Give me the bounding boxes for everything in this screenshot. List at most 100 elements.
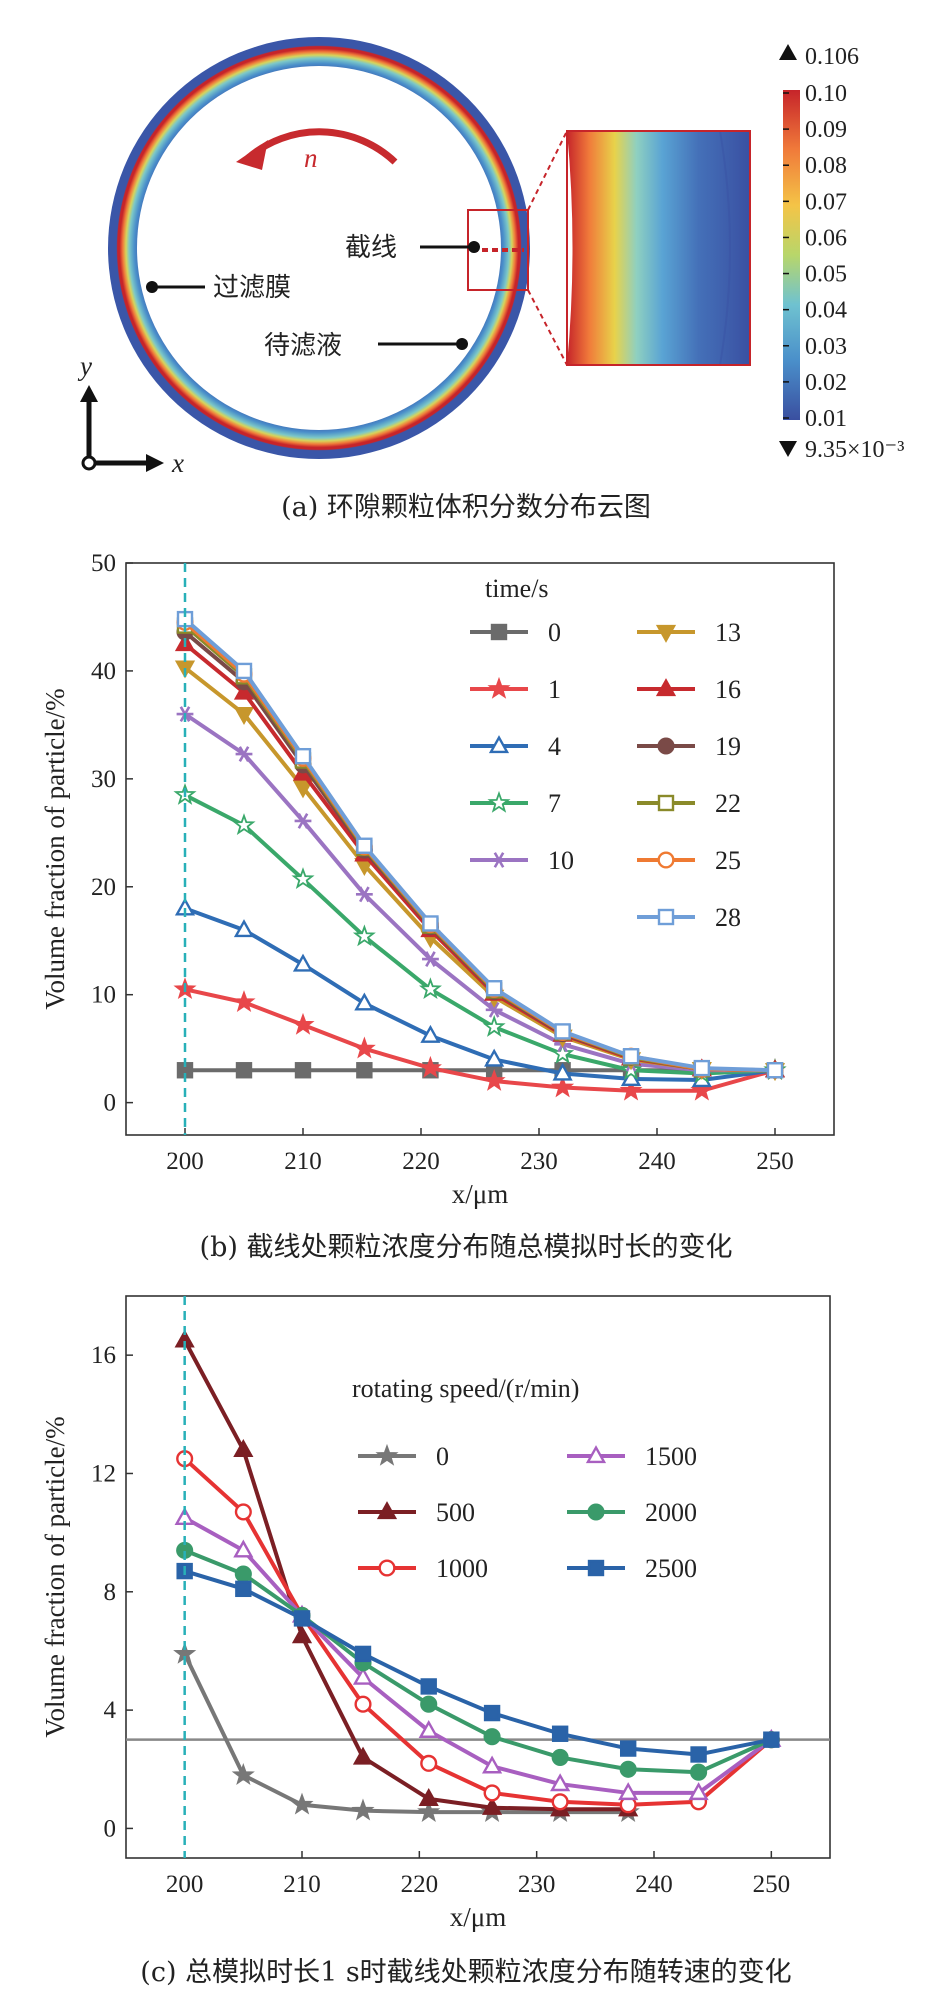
series-4 [174, 897, 786, 1088]
data-point [619, 1740, 637, 1757]
series-7 [173, 782, 787, 1084]
colorbar-max-arrow [779, 44, 797, 60]
data-point [418, 1787, 439, 1806]
data-point [292, 953, 314, 972]
data-point [619, 1078, 643, 1101]
data-point [482, 1014, 506, 1037]
data-point [420, 1695, 438, 1713]
zoom-inset [566, 130, 751, 366]
colorbar-tick-label: 0.07 [805, 189, 847, 215]
legend-label: 1500 [645, 1442, 697, 1471]
data-point [352, 1746, 374, 1765]
legend-label: 10 [548, 846, 574, 875]
data-point [293, 1610, 311, 1627]
data-point [233, 706, 255, 725]
data-point [291, 1012, 315, 1035]
data-point [483, 1704, 501, 1722]
data-point [551, 1075, 575, 1098]
data-point [291, 867, 315, 890]
legend-label: 4 [548, 732, 561, 761]
colorbar-min-arrow [779, 441, 797, 457]
legend-label: 22 [715, 789, 741, 818]
data-point [418, 1055, 442, 1078]
x-tick-label: 220 [401, 1871, 439, 1898]
data-point [378, 1559, 396, 1577]
colorbar-tick-label: 0.03 [805, 334, 847, 360]
data-point [485, 980, 503, 997]
data-point [297, 813, 309, 829]
series-line [184, 793, 776, 1076]
zoom-line-top [527, 130, 568, 211]
colorbar-tick-label: 0.10 [805, 81, 847, 107]
colorbar-tick-label: 0.05 [805, 262, 847, 288]
colorbar-tick-label: 0.08 [805, 153, 847, 179]
data-point [688, 1782, 709, 1801]
colorbar-tick-label: 0.06 [805, 225, 847, 251]
series-line [183, 624, 776, 1073]
data-point [231, 1762, 255, 1785]
series-1500 [174, 1506, 782, 1801]
x-tick-label: 230 [518, 1871, 556, 1898]
data-point [417, 1800, 441, 1822]
series-line [183, 1516, 773, 1795]
axis-y-label: y [77, 351, 92, 381]
zoom-box [467, 209, 529, 291]
x-tick-label: 230 [520, 1148, 558, 1175]
data-point [232, 990, 256, 1013]
colorbar-tick-label: 0.09 [805, 117, 847, 143]
data-point [483, 1784, 501, 1802]
data-point [234, 1503, 252, 1521]
data-point [418, 977, 442, 1000]
legend-label: 500 [436, 1498, 475, 1527]
data-point [420, 1024, 441, 1043]
data-point [356, 1062, 373, 1079]
legend-label: 1000 [436, 1554, 488, 1583]
x-tick-label: 210 [283, 1871, 321, 1898]
data-point [488, 735, 510, 754]
series-line [184, 987, 776, 1093]
y-tick-label: 12 [91, 1460, 116, 1487]
data-point [232, 813, 256, 836]
data-point [493, 852, 505, 868]
data-point [585, 1445, 607, 1464]
y-tick-label: 20 [91, 874, 116, 901]
data-point [763, 1731, 780, 1748]
legend-label: 0 [548, 618, 561, 647]
rotation-arrowhead [236, 140, 268, 170]
legend: rotating speed/(r/min) 0 500 1000 1500 2000 25… [352, 1374, 697, 1583]
legend-label: 28 [715, 903, 741, 932]
data-point [418, 1719, 439, 1738]
data-point [233, 919, 255, 938]
panel-a-contour: n 截线 过滤膜 待滤液 y x [77, 37, 904, 523]
colorbar-min-label: 9.35×10⁻³ [805, 437, 904, 463]
legend-label: 19 [715, 732, 741, 761]
data-point [554, 1023, 571, 1040]
jiexian-label: 截线 [345, 233, 397, 263]
data-point [290, 1792, 314, 1815]
legend-label: 25 [715, 846, 741, 875]
zoom-line-bottom [527, 289, 568, 366]
inner-white-region [137, 66, 501, 430]
caption: (b) 截线处颗粒浓度分布随总模拟时长的变化 [200, 1232, 733, 1263]
data-point [481, 1755, 503, 1774]
data-point [655, 678, 677, 697]
x-tick-label: 240 [635, 1871, 673, 1898]
data-point [238, 746, 250, 762]
data-point [657, 737, 675, 755]
data-point [376, 1501, 398, 1520]
legend-label: 2000 [645, 1498, 697, 1527]
chart-b: 200 210 220 230 240 25001020304050x/μmVolume … [40, 550, 835, 1263]
data-point [351, 1798, 375, 1821]
data-point [484, 1048, 505, 1067]
caption: (c) 总模拟时长1 s时截线处颗粒浓度分布随转速的变化 [140, 1957, 791, 1988]
liquid-label: 待滤液 [264, 331, 342, 361]
legend-title: rotating speed/(r/min) [352, 1374, 579, 1403]
data-point [233, 681, 255, 700]
y-tick-label: 0 [104, 1815, 117, 1842]
data-point [292, 780, 314, 799]
data-point [551, 1748, 569, 1766]
data-point [375, 1443, 399, 1466]
series-500 [174, 1329, 639, 1817]
